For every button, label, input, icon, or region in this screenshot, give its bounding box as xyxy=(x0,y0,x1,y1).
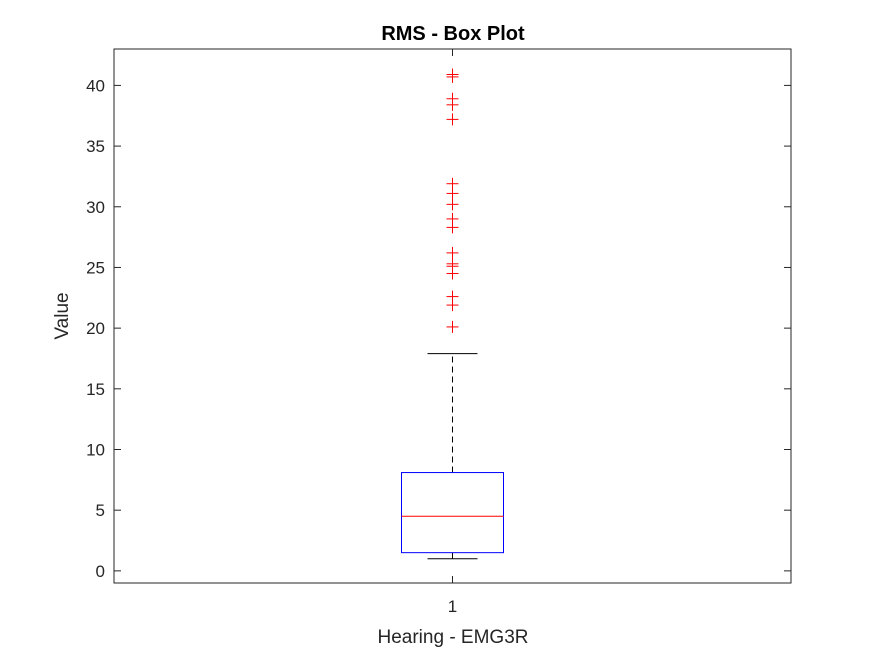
outlier-marker xyxy=(446,257,459,270)
x-axis-ticks: 1 xyxy=(448,49,457,616)
outlier-marker xyxy=(446,68,459,81)
y-tick-label: 30 xyxy=(86,198,105,217)
outlier-marker xyxy=(446,290,459,303)
box-plot-marks xyxy=(401,68,504,560)
outlier-marker xyxy=(446,177,459,190)
outlier-marker xyxy=(446,198,459,211)
y-tick-label: 35 xyxy=(86,137,105,156)
y-tick-label: 10 xyxy=(86,441,105,460)
outlier-marker xyxy=(446,246,459,259)
y-tick-label: 0 xyxy=(96,562,105,581)
y-tick-label: 15 xyxy=(86,380,105,399)
y-axis-ticks: 0 5 10 15 20 25 30 35 40 xyxy=(86,76,791,581)
chart-title: RMS - Box Plot xyxy=(381,23,525,45)
outlier-marker xyxy=(446,113,459,126)
y-tick-label: 25 xyxy=(86,258,105,277)
outlier-marker xyxy=(446,320,459,333)
y-tick-label: 5 xyxy=(96,501,105,520)
outlier-marker xyxy=(446,92,459,105)
y-tick-label: 20 xyxy=(86,319,105,338)
plot-area xyxy=(113,48,792,584)
interquartile-box xyxy=(401,472,504,554)
x-tick-label: 1 xyxy=(448,597,457,616)
y-tick-label: 40 xyxy=(86,76,105,95)
y-axis-label: Value xyxy=(52,292,73,339)
outlier-marker xyxy=(446,212,459,225)
x-axis-label: Hearing - EMG3R xyxy=(378,627,529,648)
